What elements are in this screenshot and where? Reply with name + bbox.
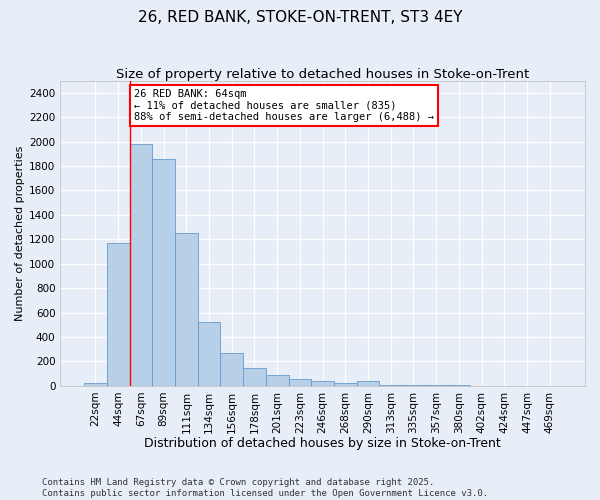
Bar — [402, 385, 425, 386]
Bar — [175, 233, 198, 386]
Text: Contains HM Land Registry data © Crown copyright and database right 2025.
Contai: Contains HM Land Registry data © Crown c… — [42, 478, 488, 498]
Bar — [152, 158, 175, 386]
Bar — [289, 379, 311, 386]
Bar — [198, 322, 220, 386]
Bar — [84, 383, 107, 386]
Bar — [357, 381, 379, 386]
Bar — [107, 243, 130, 386]
Bar — [130, 144, 152, 386]
Bar — [266, 375, 289, 386]
Bar — [379, 384, 402, 386]
Bar — [243, 368, 266, 386]
Bar — [425, 385, 448, 386]
Title: Size of property relative to detached houses in Stoke-on-Trent: Size of property relative to detached ho… — [116, 68, 529, 80]
X-axis label: Distribution of detached houses by size in Stoke-on-Trent: Distribution of detached houses by size … — [144, 437, 501, 450]
Bar — [220, 353, 243, 386]
Bar — [311, 381, 334, 386]
Y-axis label: Number of detached properties: Number of detached properties — [15, 146, 25, 321]
Text: 26 RED BANK: 64sqm
← 11% of detached houses are smaller (835)
88% of semi-detach: 26 RED BANK: 64sqm ← 11% of detached hou… — [134, 89, 434, 122]
Text: 26, RED BANK, STOKE-ON-TRENT, ST3 4EY: 26, RED BANK, STOKE-ON-TRENT, ST3 4EY — [138, 10, 462, 25]
Bar — [334, 384, 357, 386]
